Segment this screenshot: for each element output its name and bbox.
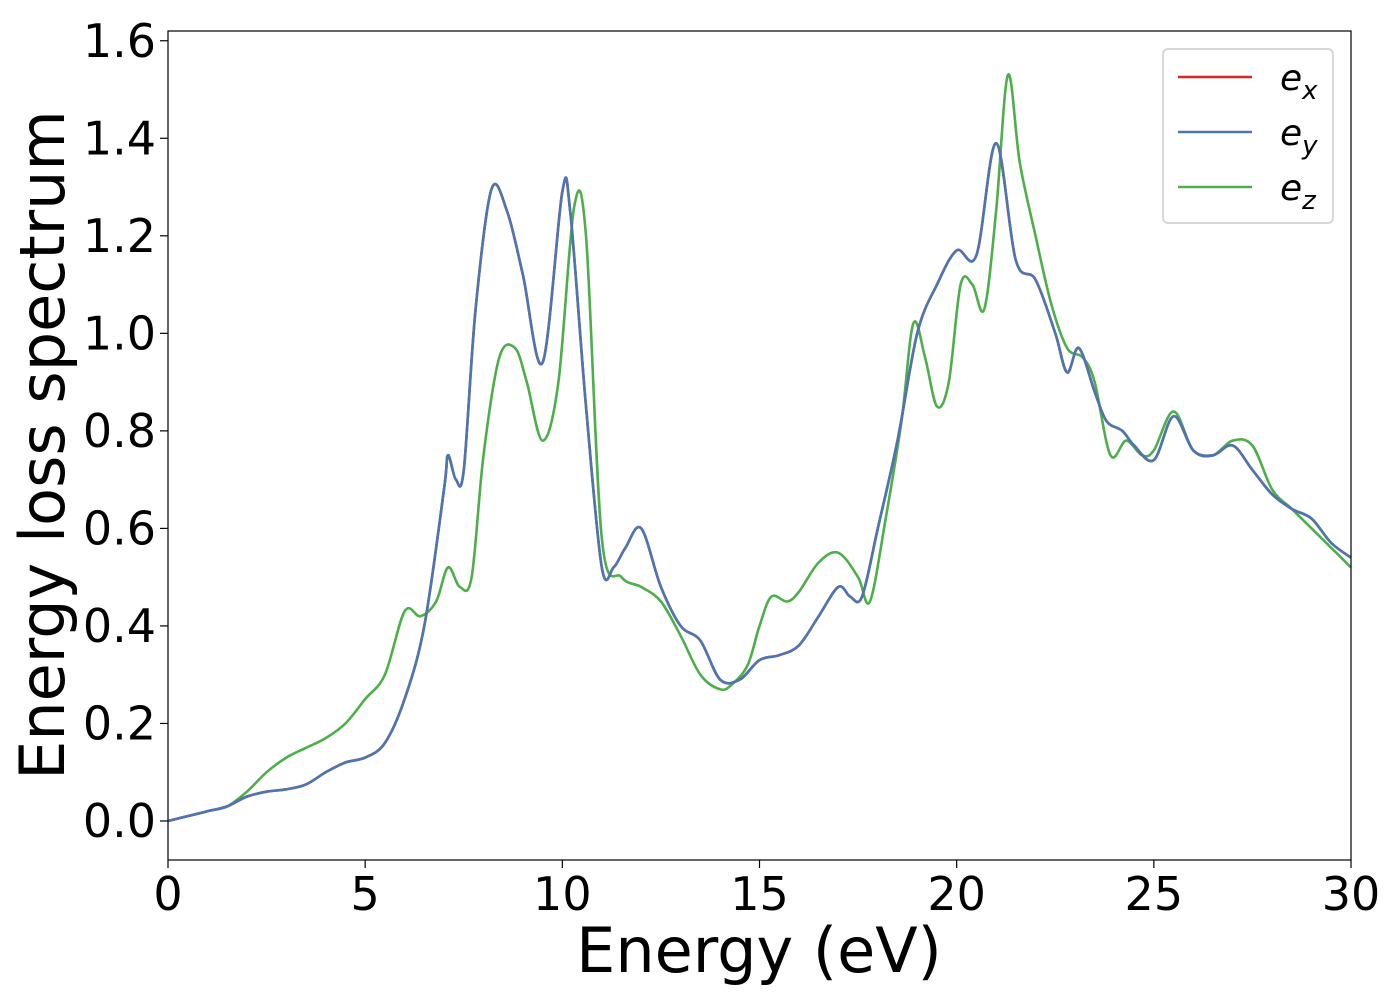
plot-background bbox=[168, 31, 1351, 860]
y-tick-label: 0.0 bbox=[83, 794, 156, 848]
legend-label-y: ey bbox=[1280, 113, 1318, 161]
y-tick-label: 1.0 bbox=[83, 306, 156, 360]
x-tick-label: 0 bbox=[153, 867, 182, 921]
series-layer bbox=[167, 73, 1352, 823]
y-tick-label: 1.4 bbox=[83, 111, 156, 165]
x-tick-label: 5 bbox=[351, 867, 380, 921]
y-tick-label: 0.2 bbox=[83, 696, 156, 750]
legend-label-z: ez bbox=[1280, 168, 1317, 216]
y-tick-label: 0.4 bbox=[83, 599, 156, 653]
legend-label-subscript: y bbox=[1301, 131, 1318, 161]
y-tick-label: 1.2 bbox=[83, 209, 156, 263]
legend-label-subscript: z bbox=[1301, 186, 1317, 216]
legend-box bbox=[1162, 48, 1334, 224]
y-axis: 0.0 0.2 0.4 0.6 0.8 1.0 1.2 1.4 1.6 bbox=[83, 14, 168, 848]
x-tick-label: 30 bbox=[1322, 867, 1381, 921]
x-axis-label: Energy (eV) bbox=[576, 914, 942, 987]
x-tick-label: 25 bbox=[1125, 867, 1184, 921]
y-tick-label: 0.8 bbox=[83, 404, 156, 458]
legend-label-x: ex bbox=[1280, 58, 1318, 106]
series-line-y bbox=[167, 141, 1352, 823]
y-axis-label: Energy loss spectrum bbox=[6, 110, 79, 780]
x-axis: 0 5 10 15 20 25 30 bbox=[153, 860, 1380, 921]
x-tick-label: 15 bbox=[730, 867, 789, 921]
legend-label-base: e bbox=[1280, 113, 1302, 154]
legend-label-subscript: x bbox=[1301, 76, 1318, 106]
x-tick-label: 10 bbox=[533, 867, 592, 921]
legend-label-base: e bbox=[1280, 58, 1302, 99]
y-tick-label: 0.6 bbox=[83, 501, 156, 555]
series-line-z bbox=[167, 73, 1352, 823]
y-tick-label: 1.6 bbox=[83, 14, 156, 68]
legend-label-base: e bbox=[1280, 168, 1302, 209]
x-tick-label: 20 bbox=[927, 867, 986, 921]
